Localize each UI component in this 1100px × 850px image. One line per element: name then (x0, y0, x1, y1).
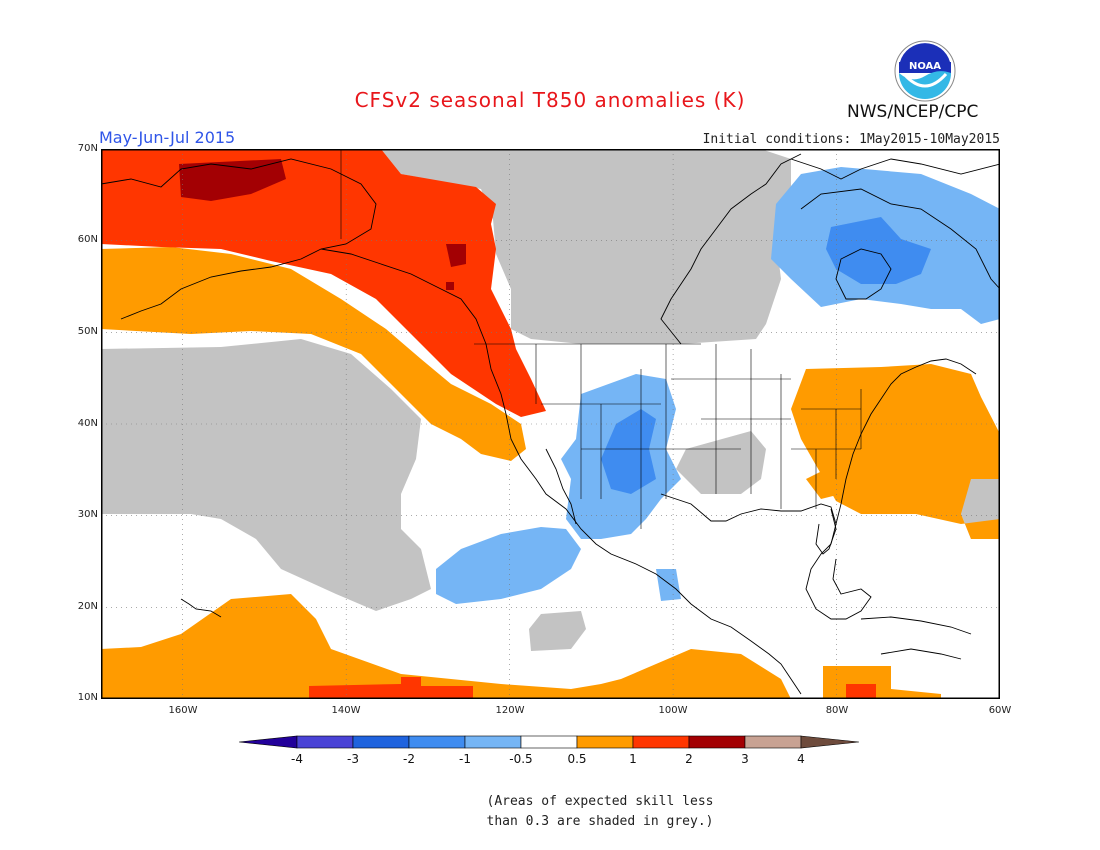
hot-region-yukon-spot (446, 244, 466, 267)
coastlines (101, 153, 1000, 695)
colorbar-cell (576, 735, 634, 749)
anomaly-map (101, 149, 1000, 699)
lon-label-120w: 120W (495, 705, 525, 716)
graticule (101, 149, 1000, 699)
lat-label-20: 20N (77, 601, 98, 612)
low-skill-region-pacific (101, 339, 431, 611)
colorbar-tick-label: 0.5 (567, 752, 587, 766)
lat-label-40: 40N (77, 418, 98, 429)
warm-region-tropical-pacific (101, 594, 791, 699)
hot-region-northwest-canada (179, 159, 286, 201)
warm-region-florida-east (806, 469, 861, 499)
warm-region-caribbean-max (846, 684, 876, 699)
warm-region-eastern-us (791, 364, 1000, 539)
colorbar-cell (520, 735, 578, 749)
cool-region-quebec (826, 217, 931, 284)
low-skill-region-baja (529, 611, 586, 651)
warm-region-tropical-max (309, 677, 473, 699)
colorbar-tick-label: 1 (629, 752, 637, 766)
colorbar-tick-label: -2 (403, 752, 415, 766)
colorbar-cell (352, 735, 410, 749)
lon-label-160w: 160W (168, 705, 198, 716)
colorbar-tick-label: 4 (797, 752, 805, 766)
lon-label-140w: 140W (331, 705, 361, 716)
colorbar-cell (296, 735, 354, 749)
colorbar-cell (688, 735, 746, 749)
low-skill-region-great-plains (676, 431, 766, 494)
colorbar-cell-min (239, 735, 298, 749)
colorbar-tick-label: -3 (347, 752, 359, 766)
cool-region-mexico-pacific (436, 527, 581, 604)
colorbar-tick-label: 2 (685, 752, 693, 766)
map-frame (101, 149, 1000, 699)
initial-conditions-label: Initial conditions: 1May2015-10May2015 (702, 132, 1000, 147)
lat-label-50: 50N (77, 326, 98, 337)
hot-region-bc-spot (446, 282, 454, 290)
color-bar (239, 735, 860, 749)
noaa-logo: NOAA (894, 40, 956, 102)
cool-region-mexico-interior (656, 569, 681, 601)
colorbar-cell (408, 735, 466, 749)
lat-label-70: 70N (77, 143, 98, 154)
lon-label-100w: 100W (658, 705, 688, 716)
colorbar-tick-label: -1 (459, 752, 471, 766)
colorbar-cell (744, 735, 802, 749)
skill-note: (Areas of expected skill less than 0.3 a… (440, 792, 760, 832)
warm-region-gulf-of-alaska (101, 247, 526, 461)
colorbar-tick-label: 3 (741, 752, 749, 766)
skill-note-line2: than 0.3 are shaded in grey.) (486, 814, 714, 829)
logo-text: NOAA (909, 61, 941, 72)
agency-label: NWS/NCEP/CPC (847, 102, 979, 122)
colorbar-tick-label: -4 (291, 752, 303, 766)
map-title: CFSv2 seasonal T850 anomalies (K) (354, 88, 746, 112)
colorbar-cell (464, 735, 522, 749)
colorbar-cell (632, 735, 690, 749)
lat-label-60: 60N (77, 234, 98, 245)
lon-label-80w: 80W (825, 705, 849, 716)
skill-note-line1: (Areas of expected skill less (486, 794, 714, 809)
colorbar-cell-max (800, 735, 860, 749)
lat-label-30: 30N (77, 509, 98, 520)
warm-region-alaska (101, 149, 546, 417)
state-borders (340, 149, 862, 529)
low-skill-region-canada (381, 149, 791, 344)
lon-label-60w: 60W (988, 705, 1012, 716)
lat-label-10: 10N (77, 692, 98, 703)
cool-region-four-corners (601, 409, 656, 494)
colorbar-tick-label: -0.5 (509, 752, 533, 766)
season-label: May-Jun-Jul 2015 (99, 128, 236, 147)
